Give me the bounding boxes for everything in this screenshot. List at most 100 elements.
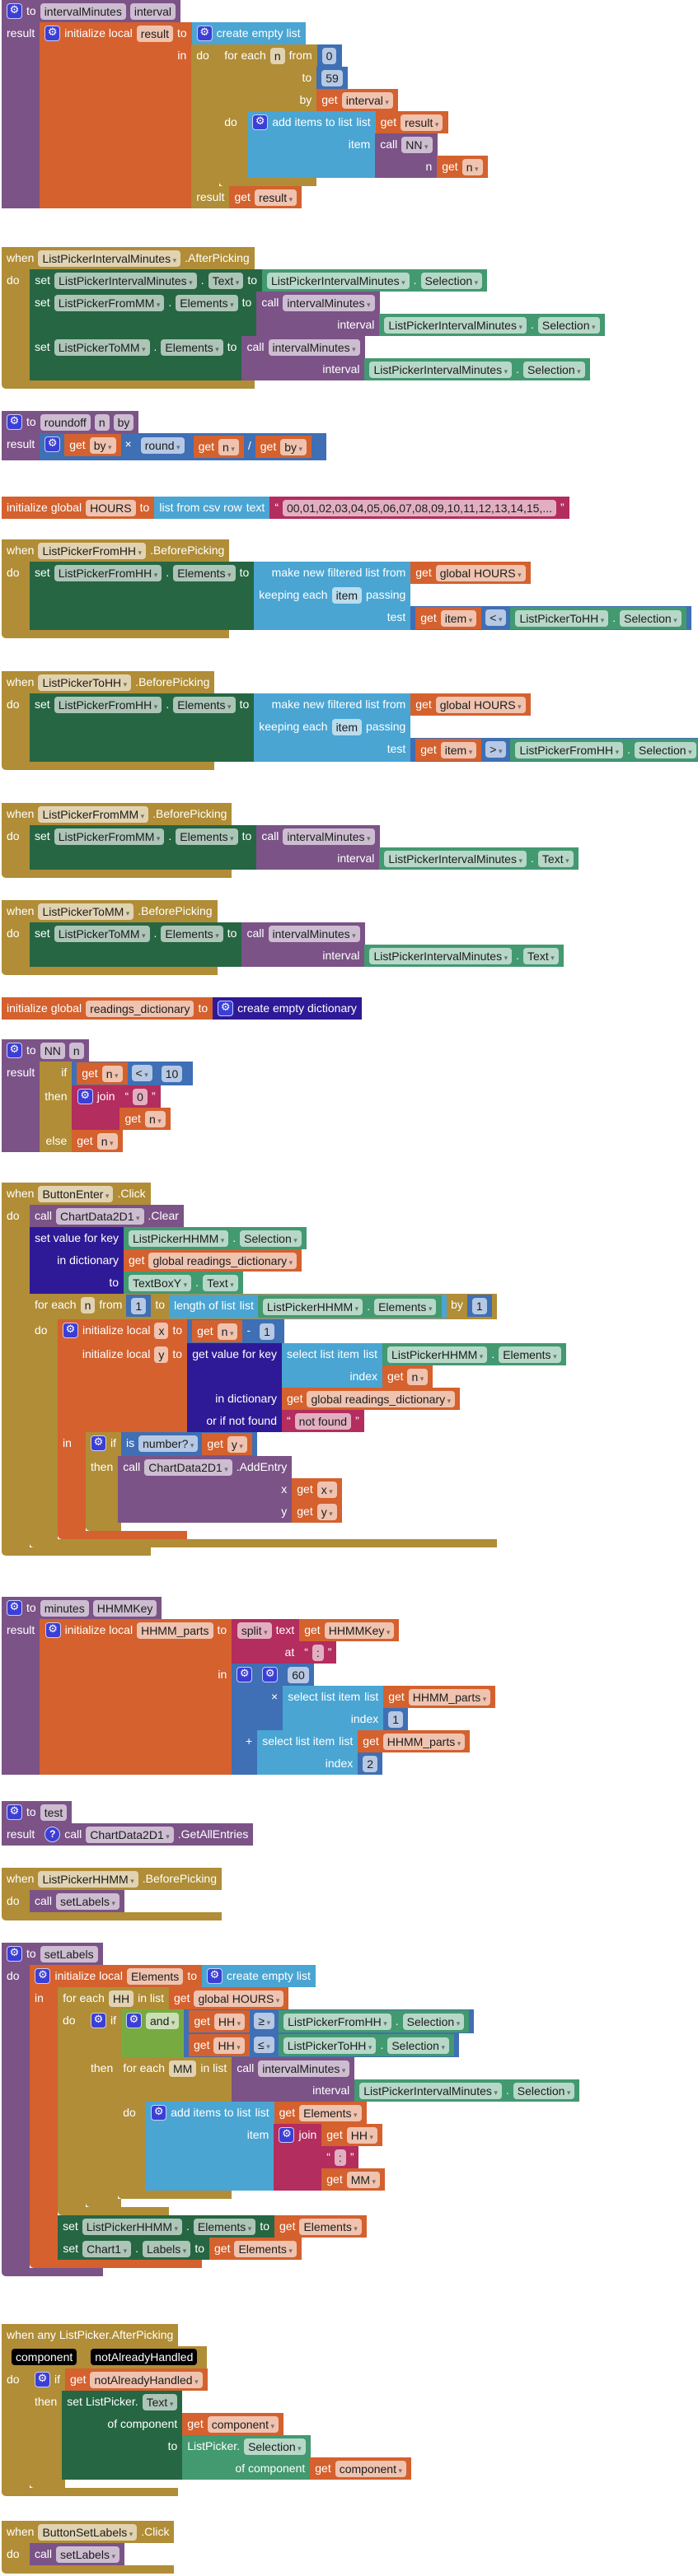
list-block[interactable]: length of listlistListPickerHHMM.Element…	[169, 1295, 447, 1318]
mutator-gear-icon[interactable]	[7, 1600, 22, 1616]
value-input[interactable]: get Elements	[274, 2215, 367, 2238]
component-getter-block[interactable]: ListPickerIntervalMinutes.Text	[379, 847, 579, 870]
value-input[interactable]: get n	[437, 156, 488, 178]
dropdown-field[interactable]: Elements	[234, 2240, 297, 2257]
variable-block[interactable]: get HH	[189, 2034, 250, 2056]
component-getter-block[interactable]: ListPickerIntervalMinutes.Selection	[364, 358, 590, 380]
value-input[interactable]: get HHMM_parts	[383, 1686, 496, 1708]
dropdown-field[interactable]: Selection	[620, 609, 682, 627]
dropdown-field[interactable]: interval	[341, 91, 393, 109]
dropdown-field[interactable]: n	[101, 1065, 123, 1082]
dropdown-field[interactable]: ListPickerHHMM	[82, 2218, 183, 2235]
dropdown-field[interactable]: result	[254, 189, 297, 206]
dropdown-field[interactable]: ListPickerToHH	[515, 609, 609, 627]
dropdown-field[interactable]: Elements	[161, 925, 223, 942]
variable-block[interactable]: get HH	[189, 2010, 251, 2032]
dropdown-field[interactable]: ListPickerToHH	[38, 674, 132, 691]
dropdown-field[interactable]: ButtonSetLabels	[38, 2523, 138, 2541]
value-input[interactable]: andgetHH≥ListPickerFromHH.SelectiongetHH…	[121, 2009, 475, 2057]
value-input[interactable]: ListPickerIntervalMinutes.Selection	[379, 314, 605, 336]
mutator-gear-icon[interactable]	[91, 1435, 106, 1451]
dropdown-field[interactable]: Text	[203, 1274, 238, 1291]
value-input[interactable]: 60	[283, 1664, 315, 1686]
dropdown-field[interactable]: Elements	[173, 564, 236, 581]
dropdown-field[interactable]: Text	[208, 272, 244, 289]
dropdown-field[interactable]: ListPickerFromMM	[54, 294, 165, 311]
statement-input[interactable]: setListPickerToMM.Elementstocallinterval…	[30, 922, 564, 967]
value-input[interactable]: callintervalMinutesintervalListPickerInt…	[256, 292, 605, 336]
dropdown-field[interactable]: global readings_dictionary	[307, 1390, 456, 1407]
mutator-gear-icon[interactable]	[7, 3, 22, 19]
variable-block[interactable]: get n	[72, 1130, 123, 1152]
procedure-definition-block[interactable]: toNNnresultifgetn<10thenjoin“0”getnelseg…	[2, 1039, 194, 1152]
dropdown-field[interactable]: Elements	[193, 2218, 256, 2235]
dropdown-field[interactable]: Chart1	[82, 2240, 132, 2257]
dropdown-field[interactable]: n	[218, 438, 239, 455]
text-block[interactable]: “:”	[299, 1641, 337, 1664]
value-input[interactable]: get global HOURS	[410, 693, 531, 716]
dropdown-field[interactable]: ListPickerToHH	[283, 2037, 377, 2054]
component-getter-block[interactable]: ListPickerIntervalMinutes.Selection	[262, 269, 488, 292]
mutator-gear-icon[interactable]	[151, 2105, 167, 2121]
value-input[interactable]: callintervalMinutesintervalListPickerInt…	[241, 922, 564, 967]
value-input[interactable]: get n	[72, 1130, 123, 1152]
variable-block[interactable]: get n	[437, 156, 488, 178]
math-block[interactable]: 59	[316, 67, 349, 89]
list-block[interactable]: create empty list	[202, 1965, 316, 1987]
dropdown-field[interactable]: ListPickerToMM	[54, 338, 150, 356]
statement-input[interactable]: setListPickerIntervalMinutes.TexttoListP…	[30, 269, 605, 380]
value-input[interactable]: get HHMM_parts	[358, 1730, 471, 1752]
mutator-gear-icon[interactable]	[262, 1667, 279, 1682]
component-setter-block[interactable]: setListPickerToMM.Elementstocallinterval…	[30, 922, 564, 967]
mutator-gear-icon[interactable]	[45, 436, 61, 452]
value-input[interactable]: get component	[182, 2413, 284, 2435]
value-input[interactable]: get y	[292, 1500, 343, 1523]
dropdown-field[interactable]: item	[440, 609, 477, 627]
dropdown-field[interactable]: Selection	[537, 316, 600, 334]
value-input[interactable]: initialize localresulttocreate empty lis…	[40, 22, 488, 208]
dropdown-field[interactable]: Selection	[523, 361, 585, 378]
component-getter-block[interactable]: ListPickerHHMM.Elements	[257, 1295, 442, 1318]
component-getter-block[interactable]: ListPickerHHMM.Selection	[124, 1227, 307, 1249]
mutator-gear-icon[interactable]	[7, 1043, 22, 1058]
value-input[interactable]: get n	[382, 1365, 433, 1388]
dropdown-field[interactable]: Elements	[176, 828, 238, 845]
variable-block[interactable]: get item	[415, 607, 482, 629]
text-block[interactable]: “:”	[321, 2146, 359, 2168]
variable-block[interactable]: get x	[292, 1478, 343, 1500]
value-input[interactable]: get global readings_dictionary	[124, 1249, 302, 1272]
value-input[interactable]: callNNngetn	[375, 133, 488, 178]
dropdown-field[interactable]: Elements	[499, 1346, 561, 1363]
variable-block[interactable]: initialize localHHMM_partstosplittextget…	[40, 1619, 496, 1775]
mutator-gear-icon[interactable]	[7, 1804, 22, 1820]
statement-input[interactable]: for eachnfrom0to59bygetintervaldoadd ite…	[219, 44, 488, 186]
event-parameter[interactable]: notAlreadyHandled	[91, 2349, 198, 2365]
dropdown-field[interactable]: intervalMinutes	[283, 828, 375, 845]
value-input[interactable]: ListPickerIntervalMinutes.Selection	[364, 358, 590, 380]
text-block[interactable]: “00,01,02,03,04,05,06,07,08,09,10,11,12,…	[269, 497, 569, 519]
value-input[interactable]: make new filtered list from get global HOU…	[254, 562, 691, 630]
dropdown-field[interactable]: <	[131, 1064, 152, 1081]
value-input[interactable]: get interval	[316, 89, 399, 111]
value-input[interactable]: ListPickerIntervalMinutes.Text	[364, 945, 564, 967]
value-input[interactable]: TextBoxY. Text	[124, 1272, 243, 1294]
statement-input[interactable]: add items to listlistgetElementsitemjoin…	[146, 2102, 386, 2191]
dropdown-field[interactable]: Selection	[387, 2037, 449, 2054]
value-input[interactable]: get MM	[321, 2168, 386, 2191]
control-block[interactable]: ifgetnotAlreadyHandledthenset ListPicker…	[30, 2368, 412, 2488]
dropdown-field[interactable]: intervalMinutes	[283, 294, 375, 311]
text-block[interactable]: “ 0”	[119, 1085, 161, 1108]
